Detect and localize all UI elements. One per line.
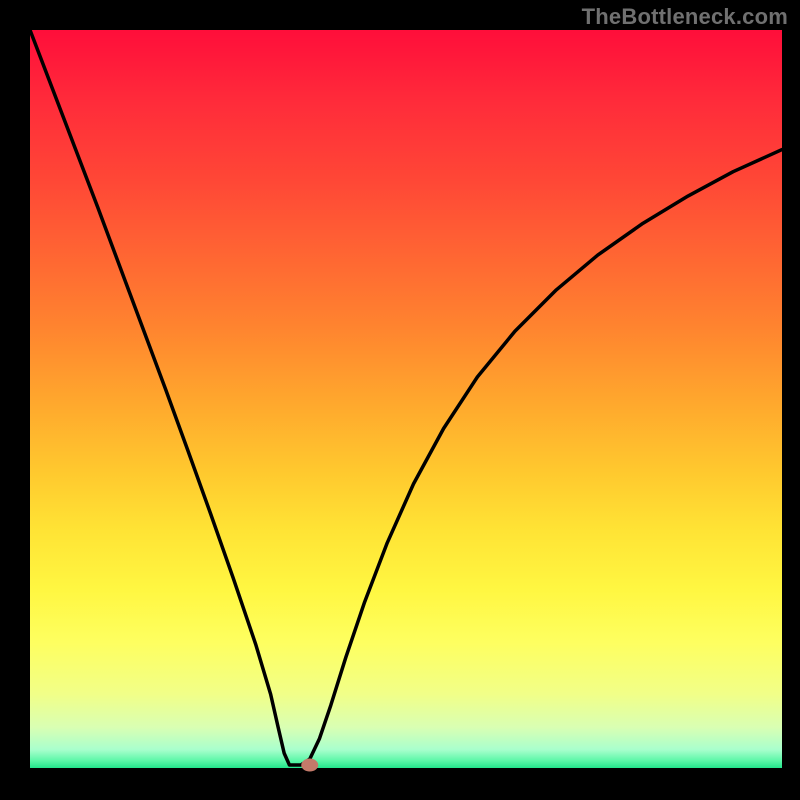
- optimum-marker: [301, 759, 318, 772]
- bottleneck-chart: TheBottleneck.com: [0, 0, 800, 800]
- chart-svg: [0, 0, 800, 800]
- watermark-text: TheBottleneck.com: [582, 4, 788, 30]
- plot-background: [30, 30, 782, 768]
